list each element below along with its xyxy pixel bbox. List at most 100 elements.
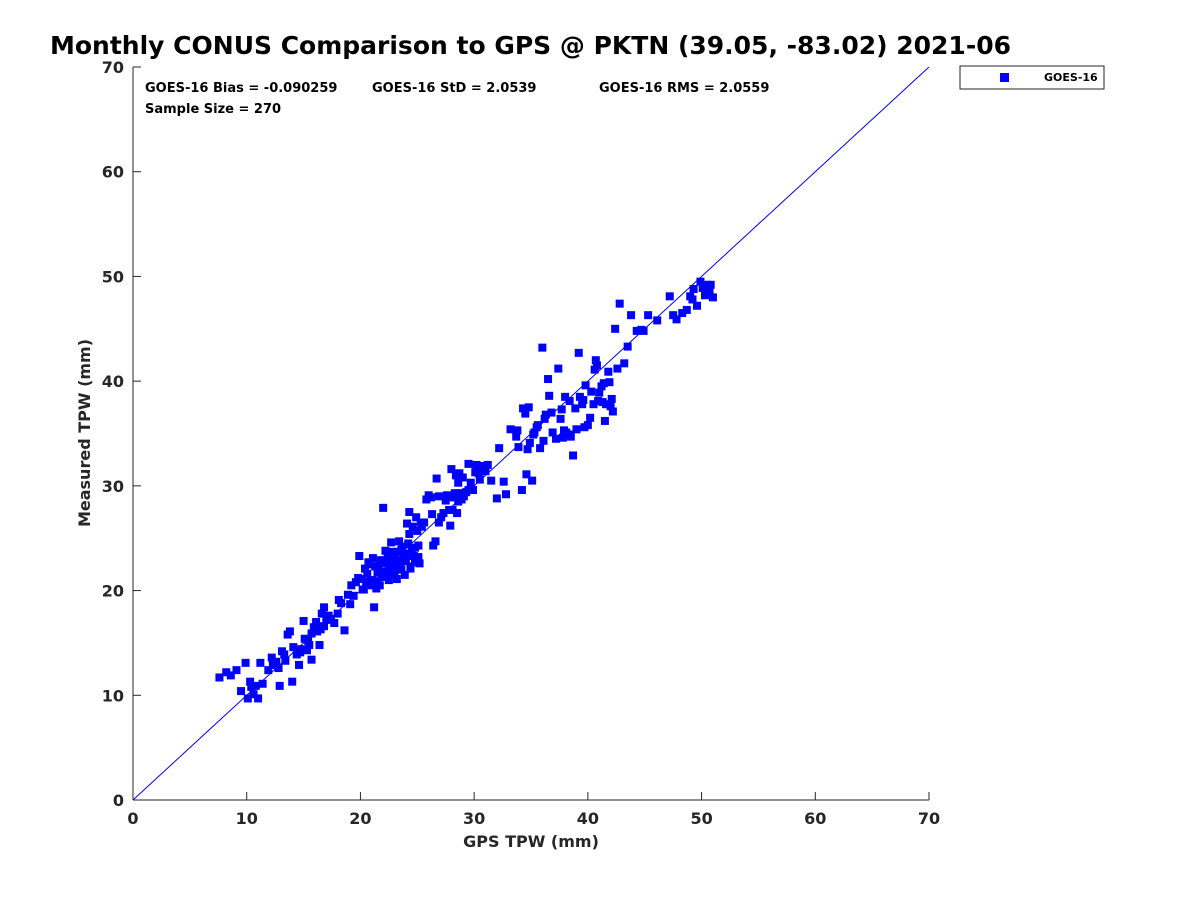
x-tick-label: 40	[577, 809, 599, 828]
data-point	[579, 395, 588, 404]
data-point	[478, 461, 487, 470]
data-point	[367, 581, 376, 590]
data-point	[524, 403, 533, 412]
data-point	[354, 574, 363, 583]
data-point	[594, 397, 603, 406]
x-axis-label: GPS TPW (mm)	[463, 832, 599, 851]
x-tick-label: 60	[804, 809, 826, 828]
data-point	[665, 292, 674, 301]
data-point	[682, 305, 691, 314]
sample-size-annotation: Sample Size = 270	[145, 102, 281, 117]
data-point	[397, 565, 406, 574]
data-point	[696, 277, 705, 286]
data-point	[501, 490, 510, 499]
data-point	[583, 421, 592, 430]
data-point	[495, 444, 504, 453]
data-point	[393, 556, 402, 565]
x-tick-label: 50	[690, 809, 712, 828]
data-point	[237, 687, 246, 696]
x-tick-label: 0	[127, 809, 138, 828]
data-point	[411, 558, 420, 567]
data-point	[693, 301, 702, 310]
data-point	[434, 492, 443, 501]
data-point	[385, 564, 394, 573]
data-point	[627, 311, 636, 320]
chart-title: Monthly CONUS Comparison to GPS @ PKTN (…	[50, 31, 1011, 60]
data-point	[420, 518, 429, 527]
data-point	[637, 325, 646, 334]
data-point	[620, 359, 629, 368]
data-point	[708, 293, 717, 302]
data-point	[395, 537, 404, 546]
data-point	[653, 316, 662, 325]
data-point	[347, 581, 356, 590]
data-point	[605, 378, 614, 387]
data-point	[413, 554, 422, 563]
data-point	[337, 599, 346, 608]
data-point	[705, 287, 714, 296]
data-point	[324, 611, 333, 620]
data-point	[390, 569, 399, 578]
data-point	[590, 365, 599, 374]
rms-annotation: GOES-16 RMS = 2.0559	[599, 81, 769, 96]
data-point	[241, 658, 250, 667]
data-point	[595, 388, 604, 397]
data-point	[556, 414, 565, 423]
data-point	[256, 658, 265, 667]
data-point	[464, 459, 473, 468]
data-point	[557, 405, 566, 414]
data-point	[247, 682, 256, 691]
data-point	[506, 425, 515, 434]
data-point	[370, 603, 379, 612]
bias-annotation: GOES-16 Bias = -0.090259	[145, 81, 337, 96]
data-point	[512, 432, 521, 441]
data-point	[432, 474, 441, 483]
data-point	[547, 408, 556, 417]
data-point	[554, 364, 563, 373]
y-tick-label: 20	[102, 582, 124, 601]
data-point	[454, 497, 463, 506]
data-point	[302, 646, 311, 655]
data-point	[581, 381, 590, 390]
data-point	[267, 653, 276, 662]
data-point	[392, 575, 401, 584]
data-point	[379, 503, 388, 512]
data-point	[608, 407, 617, 416]
data-point	[455, 469, 464, 478]
data-point	[396, 560, 405, 569]
data-point	[565, 397, 574, 406]
data-point	[538, 343, 547, 352]
x-tick-label: 30	[463, 809, 485, 828]
data-point	[559, 426, 568, 435]
data-point	[574, 348, 583, 357]
data-point	[445, 493, 454, 502]
data-point	[249, 690, 258, 699]
y-axis-label: Measured TPW (mm)	[75, 339, 94, 527]
data-point	[545, 391, 554, 400]
x-axis-ticks: 0 10 20 30 40 50 60 70	[127, 792, 940, 828]
data-point	[413, 526, 422, 535]
data-point	[586, 413, 595, 422]
data-point	[439, 509, 448, 518]
x-tick-label: 10	[236, 809, 258, 828]
data-point	[296, 648, 305, 657]
data-point	[688, 295, 697, 304]
data-point	[258, 679, 267, 688]
y-tick-label: 40	[102, 372, 124, 391]
data-point	[540, 414, 549, 423]
data-point	[428, 510, 437, 519]
data-point	[264, 666, 273, 675]
data-point	[320, 622, 329, 631]
data-point	[401, 557, 410, 566]
data-point	[431, 537, 440, 546]
data-point	[672, 315, 681, 324]
data-point	[569, 451, 578, 460]
data-point	[412, 513, 421, 522]
data-point	[275, 681, 284, 690]
data-point	[315, 641, 324, 650]
data-point	[422, 495, 431, 504]
data-point	[472, 460, 481, 469]
data-point	[351, 578, 360, 587]
x-tick-label: 20	[349, 809, 371, 828]
